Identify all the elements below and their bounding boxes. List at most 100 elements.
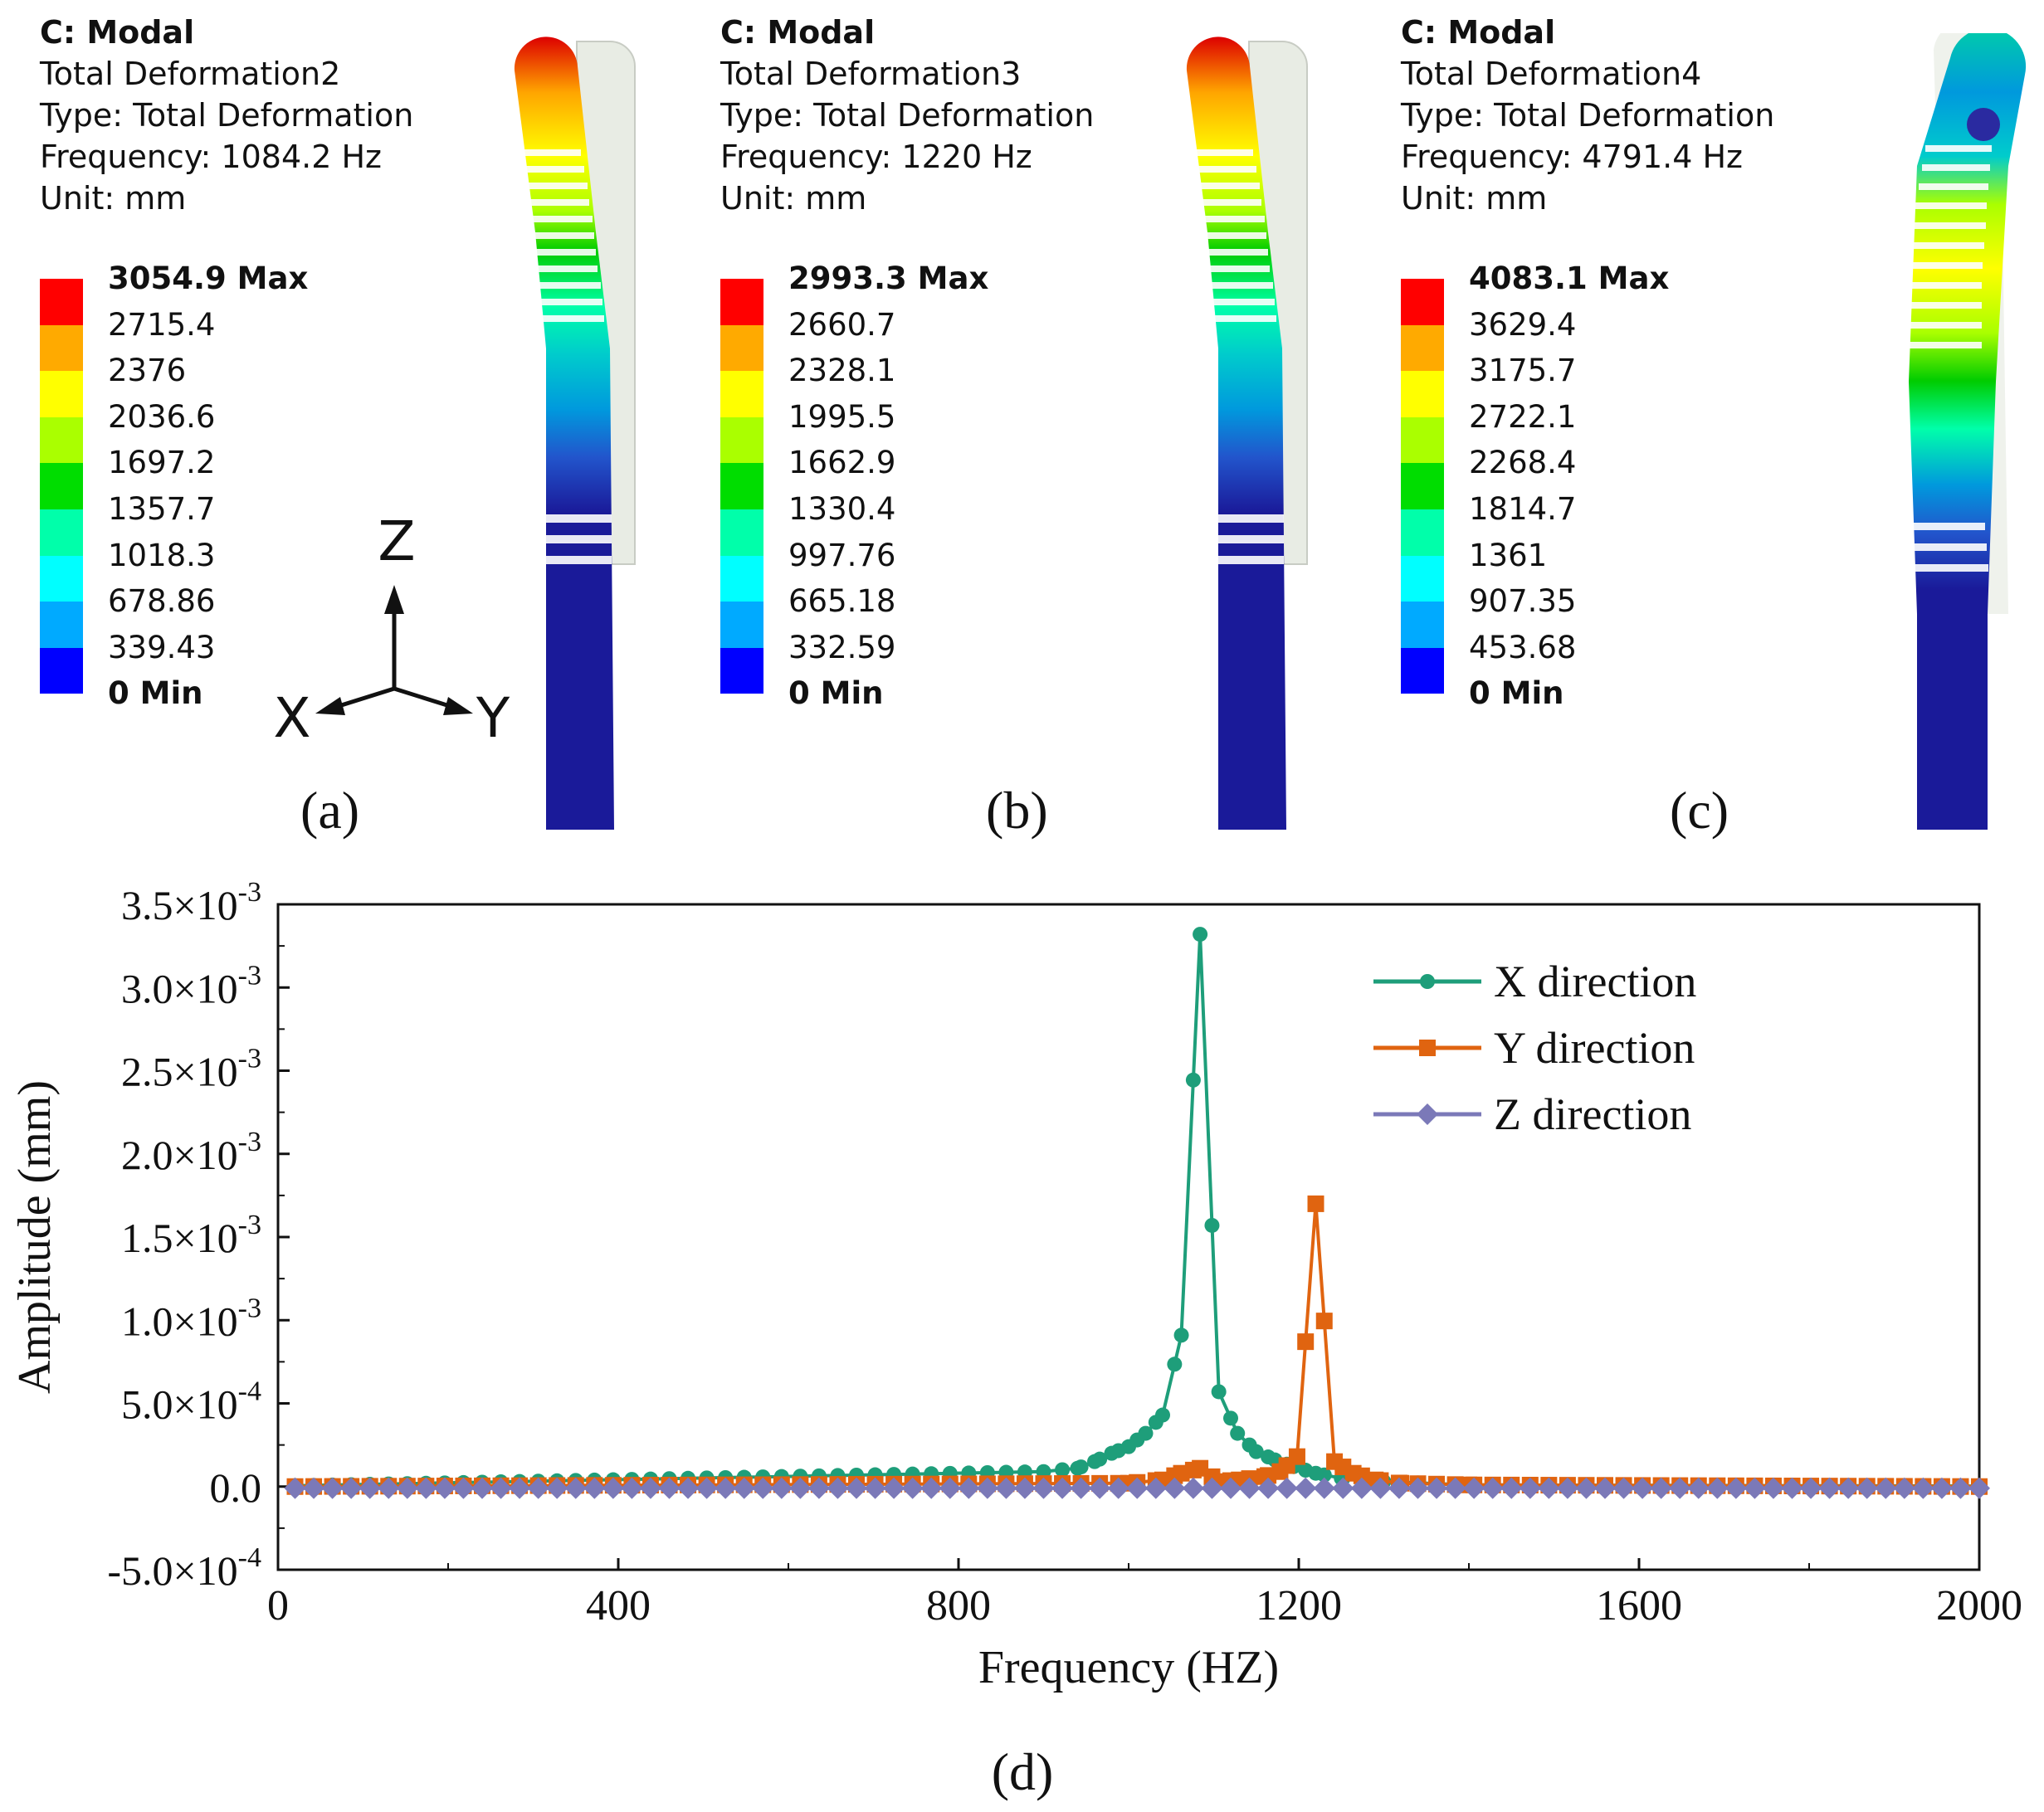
data-point [1706, 1477, 1729, 1499]
legend-value: 1330.4 [788, 491, 896, 527]
data-point [1163, 1477, 1186, 1499]
legend-swatch [720, 509, 763, 556]
data-point [733, 1477, 755, 1499]
y-tick-label: -5.0×10-4 [107, 1542, 261, 1594]
legend-swatch [720, 371, 763, 417]
plot-frame [276, 903, 1981, 1571]
panel-result-name: Total Deformation3 [720, 56, 1022, 92]
legend-value: 1995.5 [788, 398, 896, 435]
data-point [1315, 1313, 1333, 1330]
data-point [939, 1477, 961, 1499]
data-point [1930, 1477, 1953, 1499]
y-arrowhead [443, 697, 473, 715]
data-point [1612, 1477, 1635, 1499]
legend-swatch [720, 279, 763, 325]
data-point [471, 1477, 493, 1499]
panel-result-name: Total Deformation4 [1401, 56, 1702, 92]
y-axis-arrow [393, 686, 453, 709]
legend-swatch [720, 324, 763, 372]
series-x-direction [287, 927, 1987, 1494]
y-tick-exponent: -3 [238, 1127, 261, 1157]
y-tick-label: 3.0×10-3 [121, 960, 261, 1011]
y-tick-label: 0.0 [210, 1464, 262, 1511]
legend-swatch [40, 279, 83, 325]
y-tick-mantissa: 3.0×10 [121, 965, 238, 1011]
panel-header: C: Modal [40, 14, 195, 51]
y-tick-label: 5.0×10-4 [121, 1376, 261, 1428]
legend-swatch [1401, 509, 1444, 556]
data-point [1288, 1448, 1305, 1465]
modal-panel-a: C: Modal Total Deformation2 Type: Total … [0, 0, 681, 855]
data-point [901, 1477, 924, 1499]
data-point [303, 1477, 325, 1499]
x-tick-label: 1200 [1256, 1582, 1342, 1629]
data-point [583, 1477, 606, 1499]
axes-triad: Z X Y [273, 509, 510, 750]
legend-swatch [40, 324, 83, 372]
panel-frequency: Frequency: 1084.2 Hz [40, 139, 382, 175]
data-point [1316, 1467, 1332, 1483]
legend-value: 1018.3 [108, 537, 216, 573]
legend-marker [1419, 1040, 1436, 1056]
legend-value: 2993.3 Max [788, 261, 989, 296]
data-point [1313, 1477, 1335, 1499]
legend-swatch [40, 555, 83, 602]
data-point [564, 1477, 587, 1499]
data-point [1257, 1477, 1280, 1499]
data-point [1350, 1477, 1373, 1499]
data-point [1949, 1477, 1972, 1499]
data-point [1912, 1477, 1934, 1499]
series-line [295, 934, 1979, 1488]
subfigure-label-c: (c) [1670, 781, 1729, 840]
legend-value: 339.43 [108, 629, 216, 665]
data-point [1575, 1477, 1598, 1499]
x-arrowhead [315, 697, 345, 715]
x-tick-label: 1600 [1596, 1582, 1682, 1629]
data-point [1353, 1467, 1370, 1484]
data-point [1138, 1425, 1154, 1441]
legend-value: 2376 [108, 353, 187, 389]
info-block-c: C: Modal Total Deformation4 Type: Total … [1401, 12, 1774, 219]
x-tick-label: 800 [926, 1582, 991, 1629]
legend-value: 1357.7 [108, 491, 216, 527]
legend-label: Z direction [1494, 1089, 1691, 1139]
legend-value: 1361 [1469, 537, 1548, 573]
legend-value: 4083.1 Max [1469, 261, 1670, 296]
panel-frequency: Frequency: 4791.4 Hz [1401, 139, 1743, 175]
data-point [1669, 1477, 1691, 1499]
series-y-direction [286, 1195, 1988, 1495]
legend-value: 453.68 [1469, 629, 1577, 665]
data-point [1204, 1217, 1220, 1233]
data-point [1013, 1477, 1036, 1499]
data-point [1519, 1477, 1541, 1499]
legend-value: 3054.9 Max [108, 261, 309, 296]
data-point [1744, 1477, 1766, 1499]
data-point [827, 1477, 849, 1499]
modal-panel-b: C: Modal Total Deformation3 Type: Total … [681, 0, 1361, 855]
data-point [359, 1477, 381, 1499]
data-point [1051, 1477, 1074, 1499]
x-axis-title: Frequency (HZ) [978, 1642, 1279, 1693]
amplitude-chart: 0 400 800 1200 1600 2000-5.0×10-40.05.0×10-41… [9, 877, 2022, 1801]
legend-value: 2722.1 [1469, 398, 1577, 435]
y-tick-exponent: -3 [238, 1044, 261, 1074]
data-point [864, 1477, 886, 1499]
panel-result-type: Type: Total Deformation [720, 97, 1095, 134]
legend-swatch [40, 602, 83, 648]
y-tick-label: 2.0×10-3 [121, 1127, 261, 1178]
data-point [1032, 1477, 1055, 1499]
data-point [1762, 1477, 1784, 1499]
data-point [396, 1477, 418, 1499]
y-tick-mantissa: 5.0×10 [121, 1381, 238, 1428]
y-tick-exponent: -3 [238, 1293, 261, 1323]
legend-value: 0 Min [108, 675, 203, 712]
deformed-model-c [1909, 33, 2027, 830]
legend-swatch [720, 647, 763, 694]
data-point [883, 1477, 905, 1499]
data-point [1055, 1462, 1071, 1478]
legend-value: 332.59 [788, 629, 896, 665]
data-point [639, 1477, 661, 1499]
data-point [1173, 1327, 1189, 1343]
x-tick-label: 2000 [1936, 1582, 2022, 1629]
subfigure-label-b: (b) [986, 781, 1048, 840]
